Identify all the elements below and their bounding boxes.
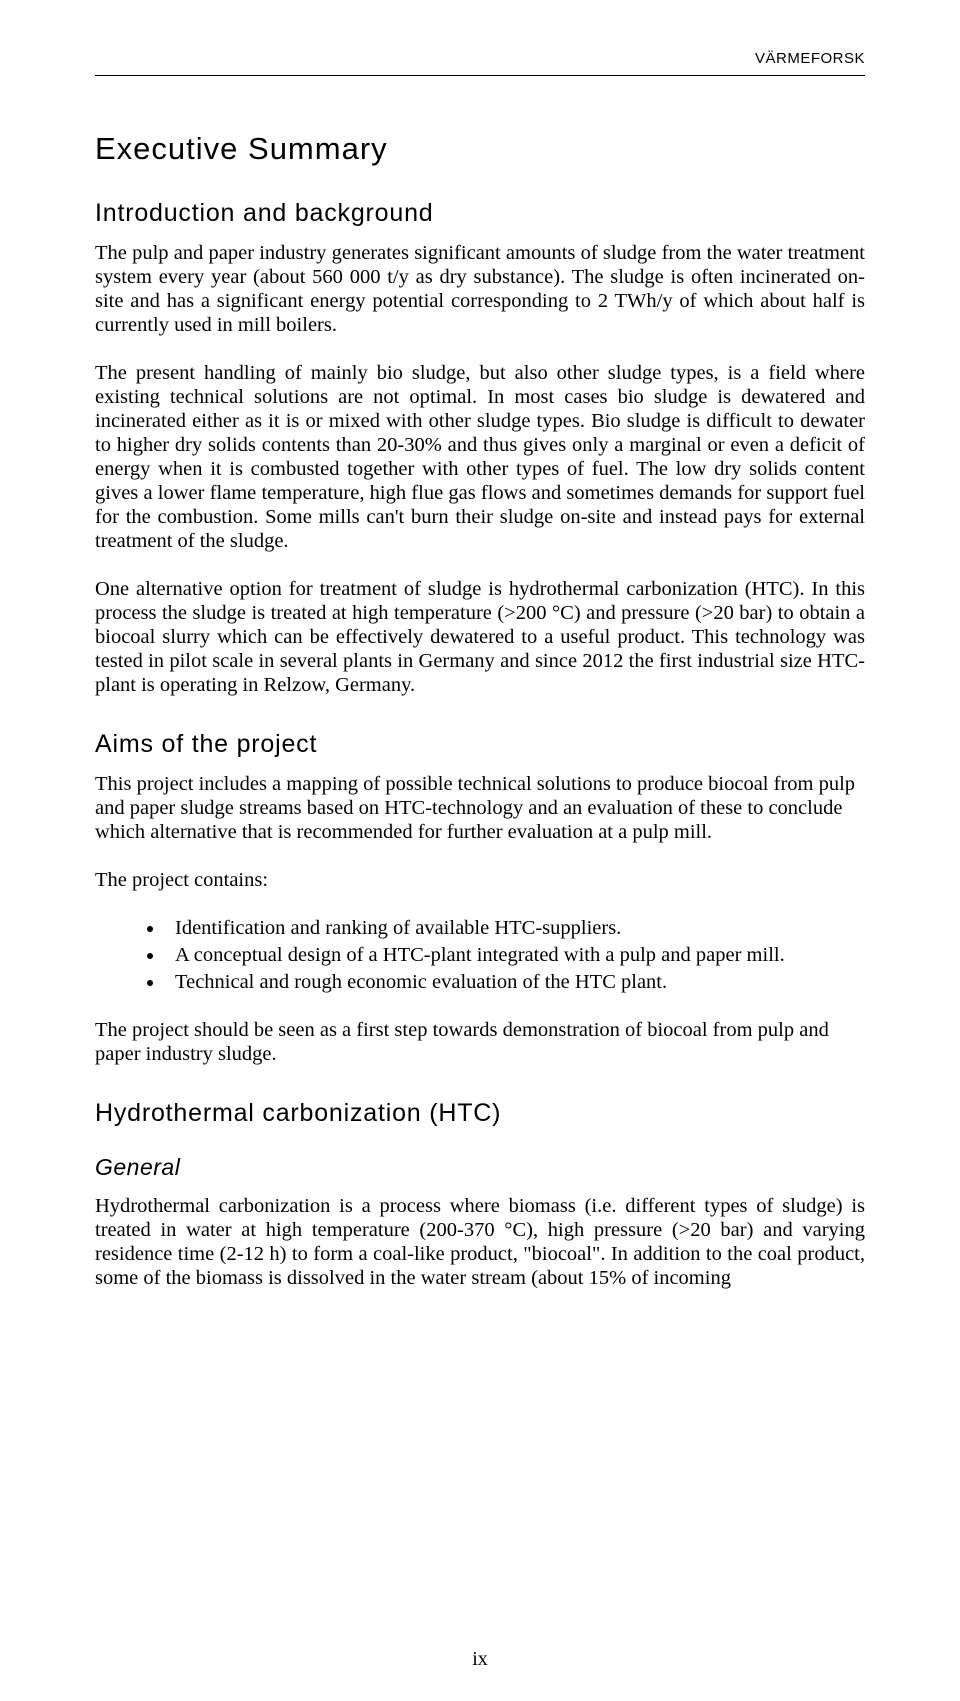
section-heading-intro: Introduction and background	[95, 199, 865, 228]
aims-paragraph-3: The project should be seen as a first st…	[95, 1019, 865, 1067]
aims-bullet-item: Identification and ranking of available …	[165, 917, 865, 941]
aims-bullet-list: Identification and ranking of available …	[95, 917, 865, 995]
header-rule	[95, 75, 865, 76]
aims-bullet-item: Technical and rough economic evaluation …	[165, 971, 865, 995]
page-title: Executive Summary	[95, 131, 865, 167]
page-container: VÄRMEFORSK Executive Summary Introductio…	[0, 0, 960, 1701]
intro-paragraph-2: The present handling of mainly bio sludg…	[95, 362, 865, 554]
aims-paragraph-1: This project includes a mapping of possi…	[95, 773, 865, 845]
header-brand: VÄRMEFORSK	[95, 50, 865, 67]
page-number: ix	[0, 1648, 960, 1671]
aims-paragraph-2: The project contains:	[95, 869, 865, 893]
aims-bullet-item: A conceptual design of a HTC-plant integ…	[165, 944, 865, 968]
intro-paragraph-3: One alternative option for treatment of …	[95, 578, 865, 698]
section-heading-htc: Hydrothermal carbonization (HTC)	[95, 1099, 865, 1128]
intro-paragraph-1: The pulp and paper industry generates si…	[95, 242, 865, 338]
subsection-heading-general: General	[95, 1154, 865, 1181]
htc-paragraph-1: Hydrothermal carbonization is a process …	[95, 1195, 865, 1291]
section-heading-aims: Aims of the project	[95, 730, 865, 759]
